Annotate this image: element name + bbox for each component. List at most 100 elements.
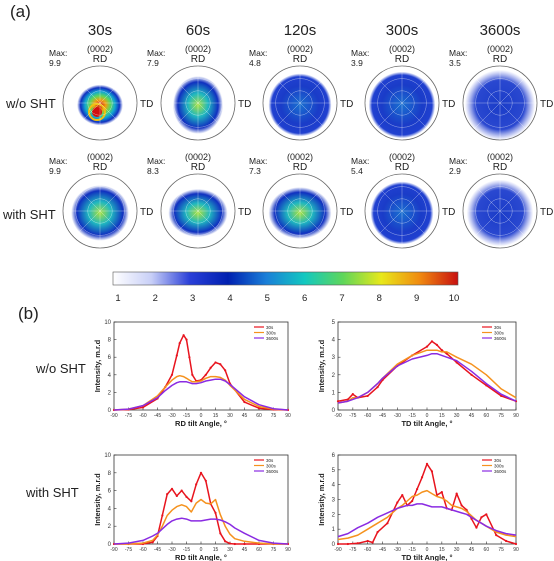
x-tick-label: 30 (227, 413, 233, 419)
x-tick-label: 75 (271, 547, 277, 553)
series-point-30s (396, 501, 398, 503)
y-tick-label: 6 (332, 453, 336, 459)
x-tick-label: 75 (498, 547, 504, 553)
series-point-30s (190, 500, 192, 502)
legend-label: 3600s (266, 469, 279, 474)
legend-label: 3600s (266, 336, 279, 341)
series-point-30s (367, 540, 369, 542)
y-tick-label: 2 (108, 524, 112, 530)
series-point-30s (416, 488, 418, 490)
x-tick-label: 45 (469, 547, 475, 553)
series-point-30s (386, 522, 388, 524)
series-point-30s (181, 490, 183, 492)
x-tick-label: -90 (334, 547, 341, 553)
series-point-30s (229, 542, 231, 544)
series-point-30s (200, 472, 202, 474)
x-tick-label: 45 (469, 413, 475, 419)
y-tick-label: 8 (108, 471, 112, 477)
series-point-30s (352, 393, 354, 395)
x-tick-label: -75 (349, 413, 356, 419)
y-tick-label: 2 (332, 373, 336, 379)
series-point-30s (188, 356, 190, 358)
x-tick-label: 60 (256, 413, 262, 419)
series-point-30s (431, 340, 433, 342)
x-tick-label: 90 (513, 547, 519, 553)
series-point-30s (195, 483, 197, 485)
x-axis-label: RD tilt Angle, ° (175, 419, 227, 428)
series-point-30s (171, 374, 173, 376)
series-point-30s (421, 476, 423, 478)
series-point-30s (461, 504, 463, 506)
x-tick-label: -90 (334, 413, 341, 419)
y-axis-label: Intensity, m.r.d (93, 473, 102, 526)
x-tick-label: -45 (379, 413, 386, 419)
legend-label: 300s (494, 463, 505, 468)
y-tick-label: 6 (108, 355, 112, 361)
series-point-30s (166, 493, 168, 495)
line-chart-0: -90 -75 -60 -45 -30 -15 0 15 30 45 60 75 900246810RD… (93, 320, 291, 428)
y-tick-label: 2 (332, 512, 336, 518)
x-tick-label: 45 (242, 547, 248, 553)
legend-label: 300s (266, 330, 277, 335)
y-tick-label: 10 (104, 453, 111, 459)
x-tick-label: 90 (285, 547, 291, 553)
series-point-30s (176, 495, 178, 497)
y-tick-label: 2 (108, 390, 112, 396)
series-point-30s (224, 540, 226, 542)
y-tick-label: 3 (332, 355, 336, 361)
y-tick-label: 3 (332, 498, 336, 504)
x-tick-label: -45 (379, 547, 386, 553)
series-point-30s (480, 516, 482, 518)
x-tick-label: 30 (454, 413, 460, 419)
y-axis-label: Intensity, m.r.d (317, 473, 326, 526)
x-tick-label: 60 (484, 413, 490, 419)
series-point-30s (205, 374, 207, 376)
series-point-30s (411, 500, 413, 502)
line-chart-1: -90 -75 -60 -45 -30 -15 0 15 30 45 60 75 90012345TD … (317, 320, 519, 428)
x-tick-label: -45 (154, 547, 161, 553)
series-point-30s (152, 541, 154, 543)
series-point-30s (219, 363, 221, 365)
y-tick-label: 1 (332, 390, 336, 396)
x-tick-label: -45 (154, 413, 161, 419)
x-tick-label: -75 (349, 547, 356, 553)
x-tick-label: 30 (227, 547, 233, 553)
series-point-30s (515, 543, 517, 545)
series-point-30s (243, 543, 245, 545)
series-point-30s (357, 542, 359, 544)
x-axis-label: RD tilt Angle, ° (175, 553, 227, 561)
x-tick-label: 45 (242, 413, 248, 419)
x-axis-label: TD tilt Angle, ° (401, 419, 452, 428)
series-point-30s (431, 470, 433, 472)
series-point-30s (436, 344, 438, 346)
series-point-30s (191, 374, 193, 376)
legend-label: 30s (266, 325, 274, 330)
y-tick-label: 4 (332, 338, 336, 344)
y-tick-label: 5 (332, 468, 336, 474)
series-point-30s (176, 354, 178, 356)
series-point-30s (426, 346, 428, 348)
x-tick-label: -75 (125, 547, 132, 553)
series-point-30s (347, 543, 349, 545)
series-point-30s (495, 534, 497, 536)
x-tick-label: -30 (394, 547, 401, 553)
x-tick-label: 30 (454, 547, 460, 553)
series-point-30s (185, 496, 187, 498)
x-tick-label: -60 (364, 413, 371, 419)
series-point-30s (485, 513, 487, 515)
y-axis-label: Intensity, m.r.d (93, 339, 102, 392)
y-tick-label: 4 (332, 483, 336, 489)
series-point-30s (475, 527, 477, 529)
series-point-30s (470, 374, 472, 376)
series-point-30s (372, 541, 374, 543)
series-point-30s (441, 491, 443, 493)
line-chart-3: -90 -75 -60 -45 -30 -15 0 15 30 45 60 75 900123456TD… (317, 453, 519, 561)
series-point-30s (214, 512, 216, 514)
y-tick-label: 1 (332, 527, 336, 533)
series-point-30s (367, 395, 369, 397)
legend-label: 300s (494, 330, 505, 335)
x-tick-label: 60 (484, 547, 490, 553)
x-tick-label: 90 (285, 413, 291, 419)
plot-frame (114, 322, 288, 410)
series-point-30s (401, 494, 403, 496)
